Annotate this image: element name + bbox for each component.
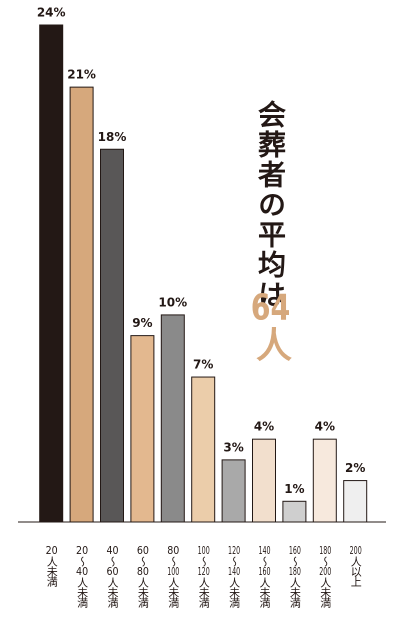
value-label: 1% (284, 482, 304, 496)
x-tick-label: 100～120人未満 (197, 545, 211, 607)
bar (343, 480, 368, 523)
x-tick-label: 160～180人未満 (288, 545, 302, 607)
x-tick-label: 140～160人未満 (258, 545, 271, 607)
x-tick-label: 40～60人未満 (106, 545, 119, 607)
bar (221, 459, 246, 523)
x-tick-label: 200人以上 (349, 545, 363, 586)
value-label: 4% (315, 420, 335, 434)
value-label: 18% (98, 130, 127, 144)
value-label: 9% (132, 316, 152, 330)
bar (39, 24, 64, 523)
value-label: 21% (67, 68, 96, 82)
value-label: 7% (193, 358, 213, 372)
bar (252, 438, 276, 523)
value-label: 3% (223, 440, 243, 454)
value-label: 4% (254, 420, 274, 434)
x-tick-label: 20～40人未満 (75, 545, 89, 607)
bar (160, 314, 185, 523)
x-tick-label: 60～80人未満 (136, 545, 150, 607)
x-tick-label: 120～140人未満 (227, 545, 241, 607)
bar (312, 438, 337, 523)
bar (69, 86, 94, 523)
bar (100, 148, 124, 523)
x-tick-label: 180～200人未満 (318, 545, 332, 607)
chart-title: 会葬者の平均は (254, 100, 287, 310)
value-label: 2% (345, 461, 365, 475)
x-tick-label: 20人未満 (45, 545, 59, 586)
value-label: 10% (158, 295, 187, 309)
value-label: 24% (37, 6, 66, 20)
bar (130, 335, 155, 523)
bar (282, 500, 307, 523)
x-tick-label: 80～100人未満 (166, 545, 180, 607)
annotation: 64人 (250, 290, 291, 362)
bar (191, 376, 216, 523)
